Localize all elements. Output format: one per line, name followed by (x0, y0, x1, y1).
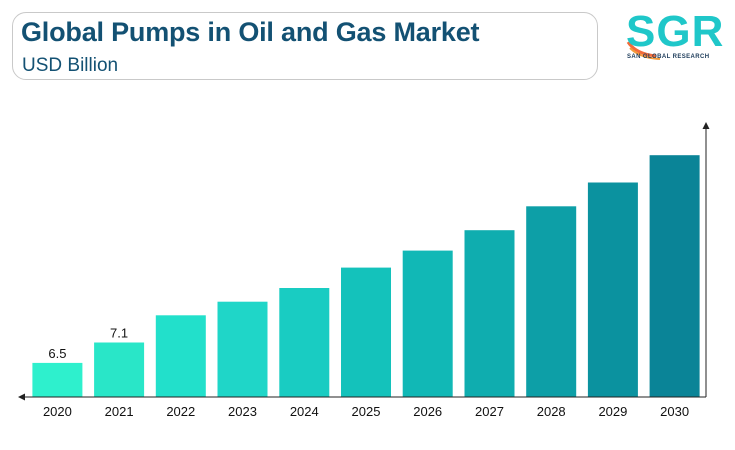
x-tick-label: 2021 (105, 404, 134, 419)
chart-subtitle: USD Billion (22, 55, 119, 76)
bar-2026 (402, 250, 453, 397)
x-tick-label: 2027 (475, 404, 504, 419)
bar-2028 (526, 206, 577, 397)
y-axis-arrow-icon (702, 122, 710, 129)
data-label: 7.1 (110, 326, 128, 341)
bar-2027 (464, 230, 515, 397)
x-tick-label: 2029 (598, 404, 627, 419)
bar-2030 (649, 155, 700, 397)
x-tick-label: 2020 (43, 404, 72, 419)
bar-2022 (155, 315, 206, 397)
x-axis-arrow-icon (18, 393, 25, 401)
bar-2020 (32, 362, 83, 397)
x-tick-label: 2030 (660, 404, 689, 419)
title-box: Global Pumps in Oil and Gas Market USD B… (12, 12, 598, 80)
chart-title: Global Pumps in Oil and Gas Market (21, 17, 480, 47)
logo-subtext: SAN GLOBAL RESEARCH (627, 54, 710, 60)
bar-2024 (279, 288, 330, 397)
x-tick-label: 2023 (228, 404, 257, 419)
bar-2023 (217, 301, 268, 397)
bar-2029 (587, 182, 638, 397)
bars-group (32, 155, 700, 397)
logo-swoosh-icon (626, 41, 661, 60)
x-tick-label: 2022 (166, 404, 195, 419)
data-label: 6.5 (48, 346, 66, 361)
x-tick-label: 2028 (537, 404, 566, 419)
bar-2021 (94, 342, 145, 397)
bar-2025 (341, 267, 391, 397)
logo-text: SGR (626, 7, 725, 56)
x-tick-label: 2025 (352, 404, 381, 419)
x-tick-label: 2024 (290, 404, 319, 419)
data-labels-group: 6.5 7.1 (48, 326, 128, 361)
x-tick-label: 2026 (413, 404, 442, 419)
sgr-logo: SGR SAN GLOBAL RESEARCH (626, 8, 723, 64)
x-tick-labels-group: 2020 2021 2022 2023 2024 2025 2026 2027 2028 2029… (43, 404, 689, 419)
